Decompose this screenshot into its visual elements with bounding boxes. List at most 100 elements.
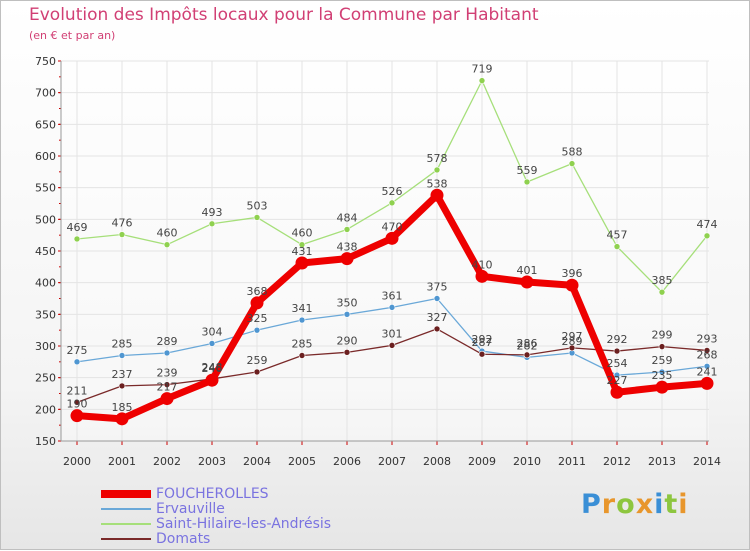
data-label-foucherolles: 410 [472,258,493,271]
data-point-foucherolles [700,376,714,390]
data-point-saint-hilaire-les-andr-sis [118,231,126,238]
data-label-saint-hilaire-les-andr-sis: 457 [607,229,628,242]
data-label-saint-hilaire-les-andr-sis: 588 [562,146,583,159]
data-point-domats [433,325,441,333]
data-point-ervauville [343,311,351,318]
legend-swatch [101,523,151,525]
y-tick-label: 300 [35,340,56,353]
data-point-domats [388,342,396,349]
data-label-domats: 211 [67,384,88,397]
data-label-foucherolles: 190 [67,398,88,411]
data-point-foucherolles [250,296,264,310]
data-point-ervauville [388,304,396,311]
data-label-ervauville: 268 [697,348,718,361]
data-label-saint-hilaire-les-andr-sis: 484 [337,211,358,224]
data-point-foucherolles [70,409,84,423]
logo-letter: i [678,489,689,520]
legend-swatch [101,490,151,498]
data-point-saint-hilaire-les-andr-sis [298,241,306,248]
data-point-domats [163,381,171,388]
data-label-foucherolles: 241 [697,365,718,378]
data-label-foucherolles: 246 [202,362,223,375]
chart-title: Evolution des Impôts locaux pour la Comm… [29,5,539,25]
data-label-ervauville: 341 [292,302,313,315]
data-point-domats [613,347,621,355]
data-label-ervauville: 259 [652,354,673,367]
data-point-foucherolles [205,373,219,387]
data-label-saint-hilaire-les-andr-sis: 474 [697,218,718,231]
legend-label: FOUCHEROLLES [156,486,269,502]
data-label-foucherolles: 438 [337,241,358,254]
data-label-ervauville: 361 [382,289,403,302]
proxiti-logo: Proxiti [581,489,689,520]
data-label-domats: 248 [202,361,223,374]
legend-item-saint-hilaire-les-andr-sis: Saint-Hilaire-les-Andrésis [101,517,331,531]
data-point-foucherolles [160,392,174,406]
data-point-domats [568,344,576,352]
data-label-domats: 293 [697,332,718,345]
x-tick-label: 2008 [423,455,451,468]
data-point-foucherolles [295,256,309,270]
data-point-ervauville [73,358,81,366]
data-label-saint-hilaire-les-andr-sis: 460 [157,227,178,240]
x-tick-label: 2011 [558,455,586,468]
legend-label: Domats [156,531,211,547]
y-tick-label: 250 [35,372,56,385]
data-point-domats [658,343,666,350]
x-tick-label: 2006 [333,455,361,468]
data-point-saint-hilaire-les-andr-sis [253,214,261,221]
data-point-foucherolles [655,380,669,394]
x-tick-label: 2010 [513,455,541,468]
data-label-ervauville: 350 [337,296,358,309]
data-label-foucherolles: 396 [562,267,583,280]
data-point-domats [253,368,261,376]
data-point-saint-hilaire-les-andr-sis [433,166,441,174]
x-tick-label: 2003 [198,455,226,468]
data-point-saint-hilaire-les-andr-sis [613,243,621,250]
data-point-ervauville [208,340,216,347]
logo-letter: t [664,489,679,520]
data-label-foucherolles: 401 [517,264,538,277]
data-label-saint-hilaire-les-andr-sis: 719 [472,63,493,76]
y-tick-label: 400 [35,277,56,290]
data-label-foucherolles: 185 [112,401,133,414]
legend-item-foucherolles: FOUCHEROLLES [101,487,269,501]
data-point-domats [298,352,306,359]
legend-item-domats: Domats [101,532,210,546]
legend-swatch [101,508,151,510]
chart-subtitle: (en € et par an) [29,29,116,42]
data-point-saint-hilaire-les-andr-sis [388,199,396,207]
y-tick-label: 350 [35,308,56,321]
y-tick-label: 200 [35,403,56,416]
data-point-foucherolles [565,278,579,292]
data-label-ervauville: 254 [607,357,628,370]
x-tick-label: 2012 [603,455,631,468]
data-label-saint-hilaire-les-andr-sis: 476 [112,217,133,230]
data-point-saint-hilaire-les-andr-sis [568,160,576,167]
data-label-domats: 285 [292,338,313,351]
x-tick-label: 2013 [648,455,676,468]
y-tick-label: 750 [35,55,56,68]
data-point-saint-hilaire-les-andr-sis [343,226,351,233]
x-tick-label: 2009 [468,455,496,468]
logo-letter: r [601,489,617,520]
y-tick-label: 450 [35,245,56,258]
logo-letter: i [654,489,665,520]
data-label-domats: 299 [652,329,673,342]
data-point-saint-hilaire-les-andr-sis [658,288,666,296]
data-point-domats [478,350,486,358]
x-tick-label: 2001 [108,455,136,468]
data-label-domats: 290 [337,334,358,347]
x-tick-label: 2014 [693,455,721,468]
data-label-domats: 327 [427,311,448,324]
y-tick-label: 150 [35,435,56,448]
data-label-domats: 237 [112,368,133,381]
data-point-ervauville [433,295,441,302]
data-point-saint-hilaire-les-andr-sis [208,220,216,228]
x-tick-label: 2004 [243,455,271,468]
data-point-saint-hilaire-les-andr-sis [703,232,711,240]
data-label-domats: 286 [517,337,538,350]
x-tick-label: 2000 [63,455,91,468]
data-point-domats [118,382,126,390]
